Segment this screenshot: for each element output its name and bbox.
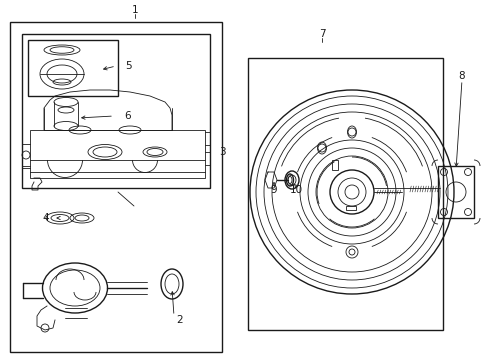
Text: 2: 2 [176,315,183,325]
Text: 4: 4 [42,213,49,223]
Text: 1: 1 [131,5,138,15]
Text: 8: 8 [458,71,465,81]
Text: 7: 7 [318,29,325,39]
Bar [247,58,442,330]
Polygon shape [264,172,276,188]
Bar [346,206,355,210]
Text: 3: 3 [218,147,225,157]
Bar [331,160,337,170]
Bar [28,40,118,96]
Bar [30,130,204,178]
Text: 9: 9 [270,185,277,195]
Bar [22,34,209,188]
Bar [10,22,222,352]
Text: 10: 10 [289,185,302,195]
Text: 6: 6 [124,111,131,121]
Bar [437,166,473,218]
Text: 5: 5 [124,61,131,71]
